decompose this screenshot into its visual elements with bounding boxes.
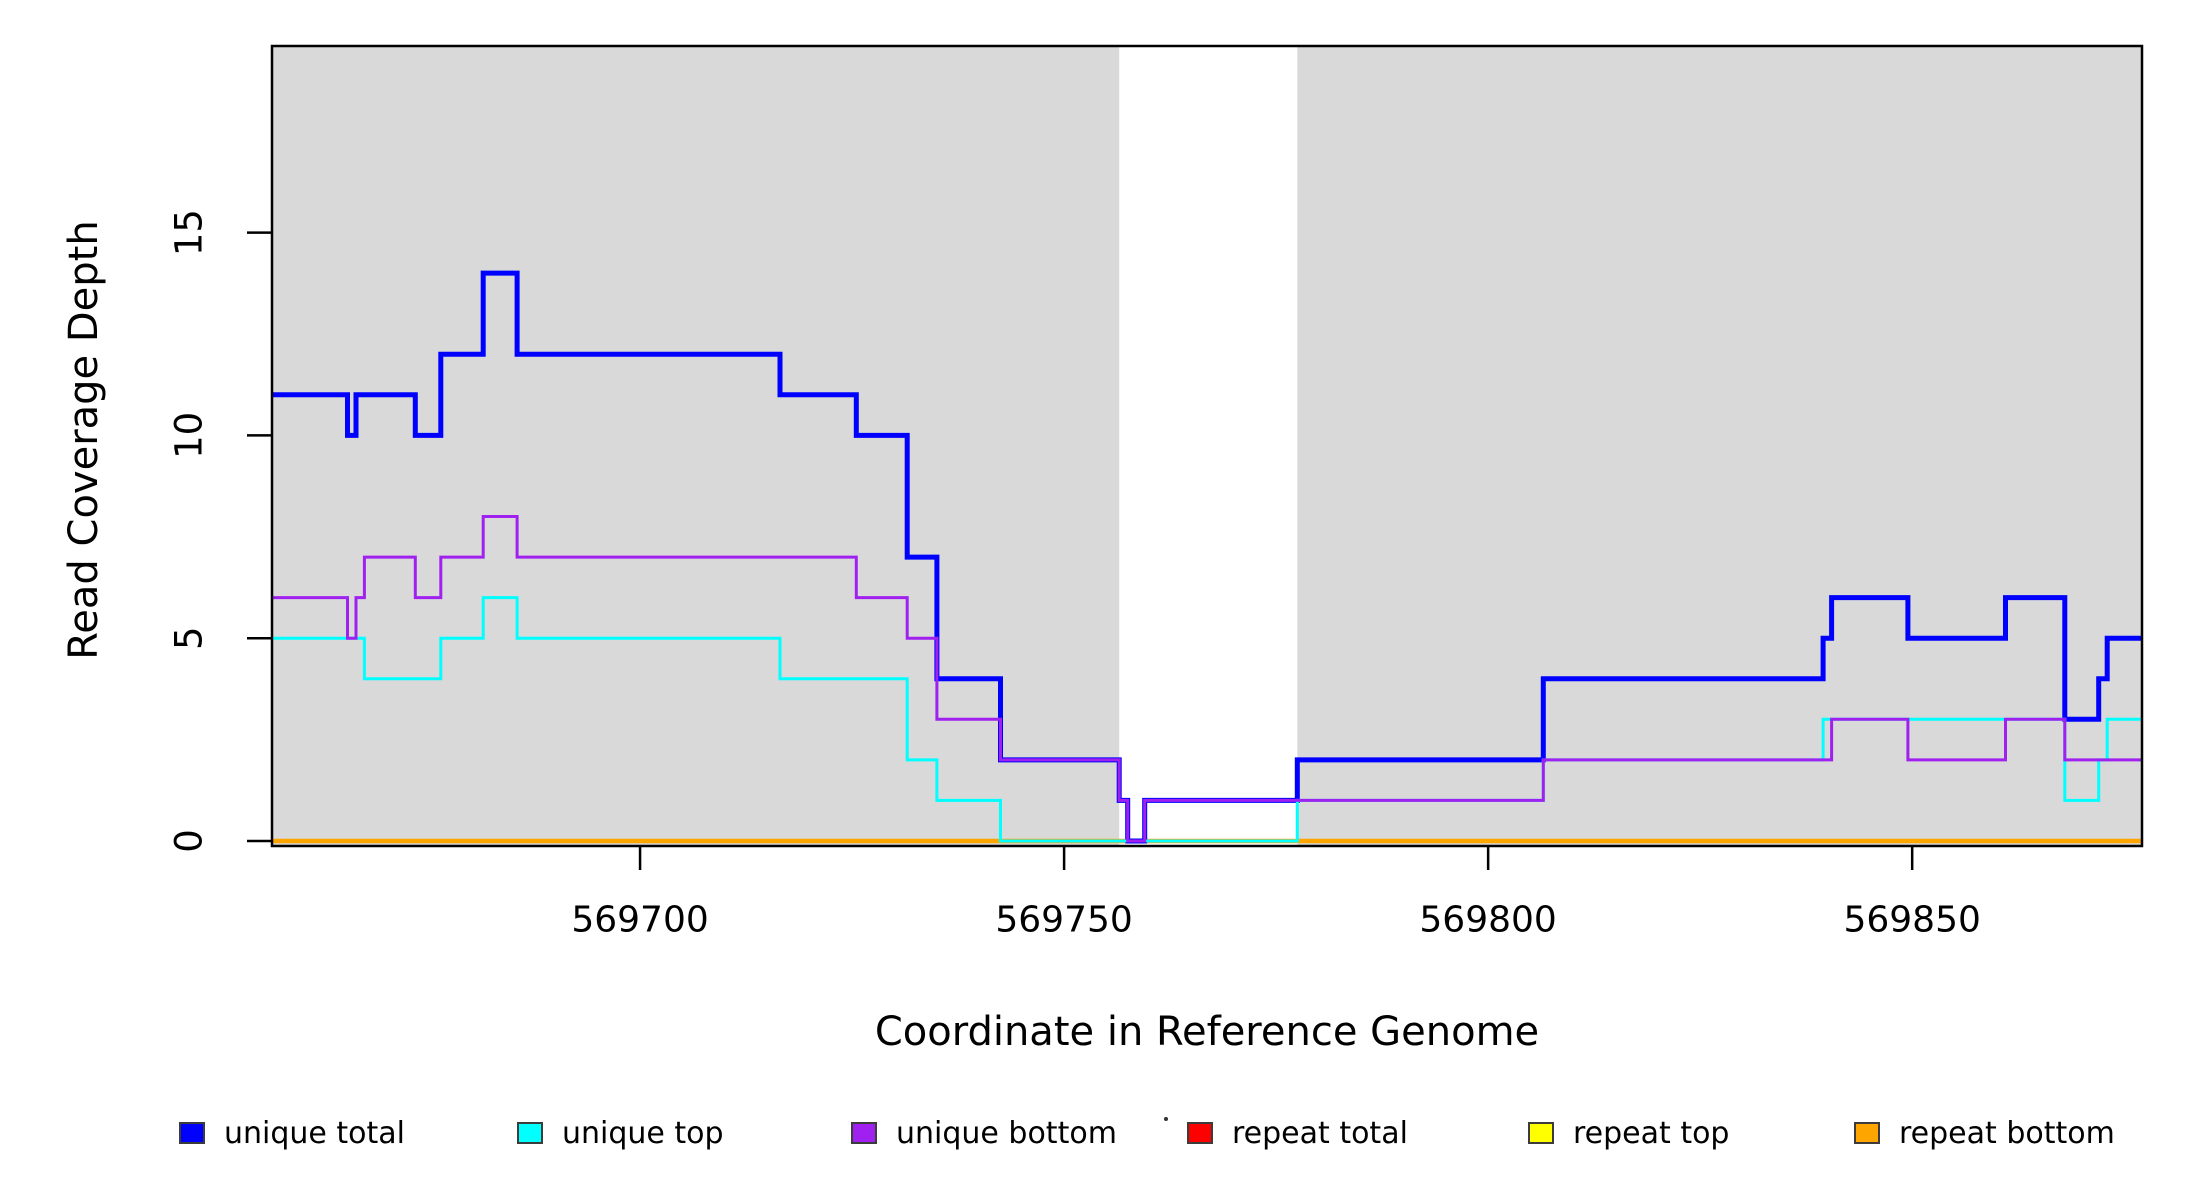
legend-label: repeat bottom — [1899, 1115, 2115, 1151]
y-tick-label: 15 — [168, 209, 211, 256]
y-axis-title: Read Coverage Depth — [61, 220, 107, 660]
legend-label: unique bottom — [896, 1115, 1117, 1151]
stray-dot — [1164, 1117, 1168, 1121]
legend-swatch-repeat-top — [1528, 1122, 1554, 1144]
x-tick-label: 569850 — [1843, 900, 1980, 941]
legend-label: unique total — [224, 1115, 406, 1151]
plot-box — [270, 44, 2144, 848]
legend-label: repeat top — [1573, 1115, 1730, 1151]
legend-swatch-unique-bottom — [851, 1122, 877, 1144]
x-tick-label: 569800 — [1419, 900, 1556, 941]
mappability-shade-region — [1297, 46, 2142, 846]
legend-swatch-repeat-total — [1187, 1122, 1213, 1144]
legend-label: unique top — [562, 1115, 724, 1151]
x-tick-label: 569750 — [995, 900, 1132, 941]
y-tick-label: 10 — [168, 412, 211, 459]
legend-label: repeat total — [1232, 1115, 1408, 1151]
legend-swatch-unique-total — [179, 1122, 205, 1144]
legend-swatch-unique-top — [517, 1122, 543, 1144]
series-line-unique-top — [272, 596, 2142, 843]
legend-swatch-repeat-bottom — [1854, 1122, 1880, 1144]
y-tick-label: 0 — [168, 829, 211, 853]
series-line-unique-bottom — [272, 515, 2142, 843]
x-tick-label: 569700 — [571, 900, 708, 941]
y-tick-label: 5 — [168, 626, 211, 650]
x-axis-title: Coordinate in Reference Genome — [874, 1009, 1540, 1055]
mappability-shade-region — [272, 46, 1120, 846]
